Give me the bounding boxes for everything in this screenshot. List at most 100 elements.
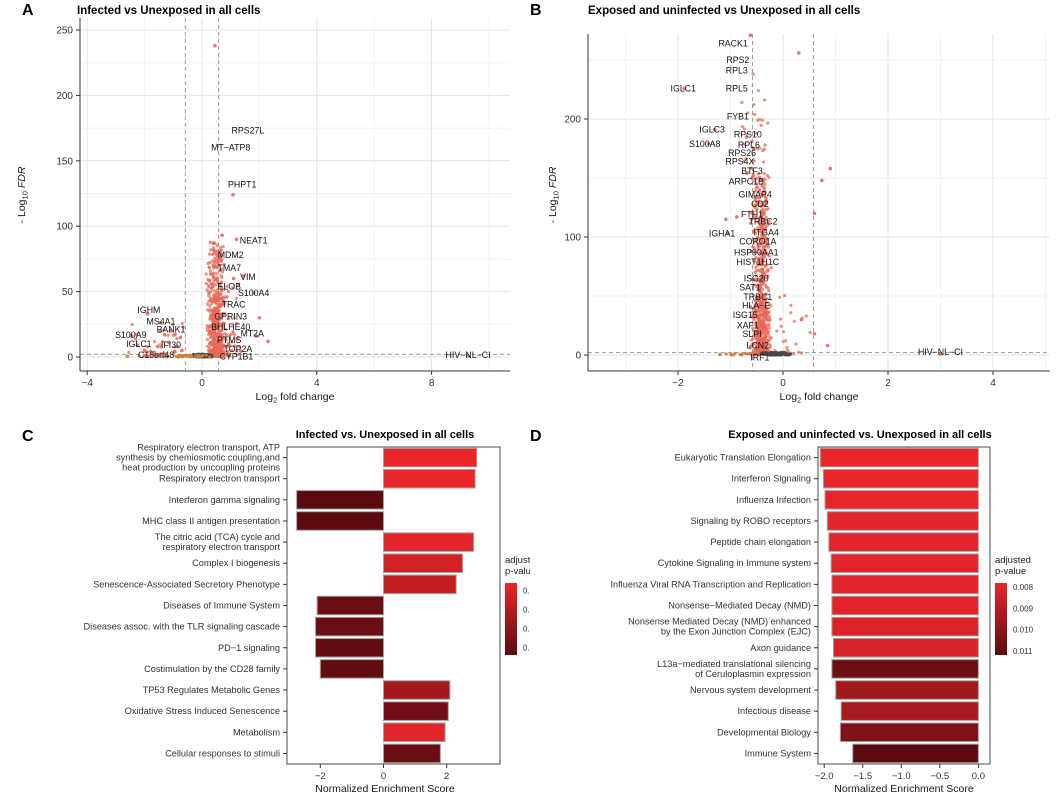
category-label: Signaling by ROBO receptors — [690, 516, 811, 526]
y-tick-label: 250 — [56, 26, 73, 37]
bar — [296, 511, 385, 531]
x-tick-label: 4 — [314, 378, 320, 389]
gene-label: SAT1 — [739, 283, 760, 293]
axis-label: Log2 fold change — [780, 391, 859, 405]
bar — [383, 532, 475, 552]
bar — [822, 468, 979, 489]
category-label: respiratory electron transport — [163, 542, 281, 552]
gene-label: RPS2 — [726, 55, 749, 65]
y-tick-label: 100 — [56, 222, 73, 233]
bar — [383, 722, 446, 743]
category-label: L13a−mediated translational silencing — [657, 659, 811, 669]
bar — [832, 638, 979, 658]
x-tick-label: −2.0 — [815, 771, 834, 782]
bar — [830, 553, 979, 573]
x-tick-label: 8 — [429, 378, 435, 389]
gene-label: MT−ATP8 — [211, 143, 250, 153]
gridlines — [80, 18, 510, 371]
x-tick-label: 4 — [990, 378, 996, 389]
x-tick-label: −1.0 — [892, 771, 911, 782]
bar — [296, 490, 385, 510]
bar — [383, 680, 451, 700]
gene-label: FYB1 — [727, 112, 749, 122]
bar — [319, 659, 384, 679]
y-tick-label: 200 — [564, 115, 581, 126]
axes: −4 0 4 8 0 50 100 150 200 250 — [56, 18, 510, 389]
panel-c-bar-chart: Respiratory electron transport, ATPsynth… — [84, 429, 530, 795]
y-tick-label: 100 — [564, 233, 581, 244]
legend-gradient — [995, 583, 1007, 655]
gene-label: ELOB — [218, 281, 242, 291]
y-tick-label: 200 — [56, 91, 73, 102]
axes: −2 0 2 — [283, 457, 449, 782]
axes: −2.0 −1.5 −1.0 −0.5 0.0 — [814, 457, 985, 782]
category-label: Oxidative Stress Induced Senescence — [125, 706, 280, 716]
category-label: Interferon Signaling — [731, 474, 811, 484]
category-label: Cytokine Signaling in Immune system — [658, 558, 812, 568]
x-tick-label: 0 — [199, 378, 205, 389]
bar — [316, 595, 385, 616]
gene-label: LCN2 — [747, 341, 770, 351]
category-label: Influenza Infection — [736, 495, 811, 505]
gene-label: TRBC1 — [743, 292, 772, 302]
bars — [819, 447, 979, 764]
gene-label: IGLC1 — [126, 339, 152, 349]
legend-title: p-value — [505, 566, 530, 577]
gene-label: IGLC1 — [671, 83, 697, 93]
bar — [852, 743, 979, 764]
gene-label: IRF1 — [750, 352, 769, 362]
category-labels: Eukaryotic Translation Elongation Interfe… — [610, 453, 811, 759]
gene-label: XAF1 — [737, 321, 759, 331]
legend-title: adjusted — [505, 555, 530, 566]
y-tick-label: 0 — [575, 351, 581, 362]
chart-title: Infected vs. Unexposed in all cells — [296, 429, 475, 441]
category-label: Peptide chain elongation — [710, 537, 811, 547]
bar — [383, 447, 478, 468]
bar — [839, 722, 979, 743]
bar — [819, 447, 979, 468]
category-label: Diseases of Immune System — [163, 601, 280, 611]
axis-label: Normalized Enrichment Score — [315, 783, 455, 795]
panel-b: B −2 0 2 4 0 100 200 RACK1 RPS2 RPL3 RPL5 IGLC1 FYB1… — [530, 0, 1059, 420]
volcano-A: −4 0 4 8 0 50 100 150 200 250 RPS27L MT−ATP8 PHPT1 NE… — [16, 5, 510, 405]
bar — [383, 743, 441, 764]
bar — [383, 701, 449, 721]
legend-tick-label: 0.011 — [1013, 647, 1033, 656]
category-label: Axon guidance — [750, 643, 811, 653]
gene-label: IGLC3 — [699, 125, 725, 135]
gene-label: S100A9 — [115, 330, 146, 340]
gene-label: BTF3 — [741, 166, 763, 176]
gene-label: TRAC — [222, 300, 247, 310]
y-tick-label: 0 — [67, 353, 73, 364]
category-label: Complex I biogenesis — [192, 558, 280, 568]
gene-label: TRBC2 — [749, 217, 778, 227]
gene-label: CYP1B1 — [220, 351, 254, 361]
category-label: The citric acid (TCA) cycle and — [155, 532, 280, 542]
gene-label: S100A8 — [689, 139, 720, 149]
gene-label: HIV−NL−CI — [446, 350, 491, 360]
panel-d: D Eukaryotic Translation Elongation Inter… — [530, 420, 1059, 795]
data-points — [125, 43, 470, 359]
gene-label: CORO1A — [739, 237, 776, 247]
axis-label: - Log10 FDR — [16, 166, 30, 223]
gene-label: IGHM — [137, 305, 160, 315]
gene-label: S100A4 — [238, 288, 269, 298]
axes: −2 0 2 4 0 100 200 — [564, 34, 1050, 389]
gene-label: CD2 — [751, 199, 769, 209]
gene-label: NEAT1 — [240, 236, 268, 246]
gene-label: GPRIN3 — [214, 311, 247, 321]
gridlines — [588, 34, 1050, 371]
category-label: Nervous system development — [690, 685, 811, 695]
category-label: Respiratory electron transport, ATP — [137, 443, 280, 453]
gene-label: VIM — [240, 272, 256, 282]
category-label: Nonsense−Mediated Decay (NMD) — [668, 601, 811, 611]
gene-label: RACK1 — [718, 38, 747, 48]
bar — [828, 532, 979, 552]
bar — [383, 553, 463, 573]
category-label: Immune System — [745, 748, 812, 758]
gene-label: MDM2 — [218, 250, 244, 260]
gene-label: RPL5 — [726, 83, 748, 93]
barchart-C: Respiratory electron transport, ATPsynth… — [84, 429, 530, 795]
